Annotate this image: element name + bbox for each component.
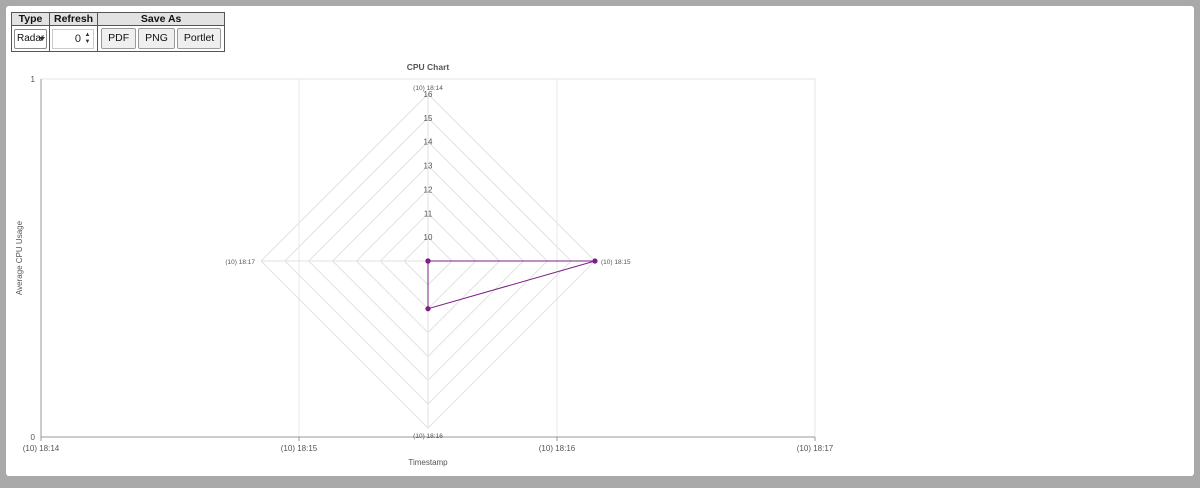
- refresh-input[interactable]: 0 ▲ ▼: [52, 28, 94, 49]
- type-cell: Radar: [11, 25, 50, 52]
- y-tick-label: 1: [31, 75, 36, 84]
- x-axis-title: Timestamp: [408, 458, 448, 467]
- data-point[interactable]: [425, 258, 431, 264]
- chevron-down-icon: [39, 36, 45, 41]
- content-panel: [6, 6, 1194, 476]
- stepper-arrows-icon[interactable]: ▲ ▼: [84, 31, 91, 45]
- data-point[interactable]: [425, 306, 431, 312]
- radar-point-labels: (10) 18:14 (10) 18:15 (10) 18:16 (10) 18:17: [225, 85, 631, 440]
- y-tick-label: 0: [31, 433, 36, 442]
- radial-tick-label: 14: [424, 138, 433, 147]
- radial-tick-label: 10: [424, 233, 433, 242]
- series-line: [427, 260, 596, 310]
- chart-title: CPU Chart: [407, 62, 450, 72]
- radial-tick-labels: 10 11 12 13 14 15 16: [424, 90, 433, 242]
- chart-toolbar: Type Refresh Save As Radar 0 ▲ ▼ PDF PNG Po…: [11, 12, 226, 52]
- data-point[interactable]: [592, 258, 598, 264]
- x-tick-label: (10) 18:15: [281, 444, 318, 453]
- save-png-button[interactable]: PNG: [138, 28, 175, 49]
- x-tick-label: (10) 18:14: [23, 444, 60, 453]
- radar-point-label: (10) 18:15: [601, 259, 631, 266]
- x-tick-labels: (10) 18:14 (10) 18:15 (10) 18:16 (10) 18:17: [23, 437, 834, 453]
- y-axis-title: Average CPU Usage: [15, 220, 24, 295]
- radar-point-label: (10) 18:14: [413, 85, 443, 92]
- save-pdf-button[interactable]: PDF: [101, 28, 137, 49]
- radial-tick-label: 12: [424, 185, 433, 194]
- radar-series: [425, 258, 598, 312]
- chart-type-select[interactable]: Radar: [14, 28, 47, 49]
- radial-tick-label: 11: [424, 209, 433, 218]
- refresh-value: 0: [74, 32, 81, 45]
- radial-tick-label: 15: [424, 114, 433, 123]
- refresh-cell: 0 ▲ ▼: [48, 25, 99, 52]
- radar-point-label: (10) 18:16: [413, 433, 443, 440]
- x-tick-label: (10) 18:16: [539, 444, 576, 453]
- save-as-header: Save As: [97, 12, 226, 26]
- save-as-cell: PDF PNG Portlet: [97, 25, 226, 52]
- radial-tick-label: 13: [424, 162, 433, 171]
- radar-point-label: (10) 18:17: [225, 259, 255, 266]
- chart-type-value: Radar: [17, 32, 45, 44]
- vertical-gridlines: [298, 79, 558, 437]
- radial-tick-label: 16: [424, 90, 433, 99]
- x-tick-label: (10) 18:17: [797, 444, 834, 453]
- save-portlet-button[interactable]: Portlet: [176, 28, 222, 49]
